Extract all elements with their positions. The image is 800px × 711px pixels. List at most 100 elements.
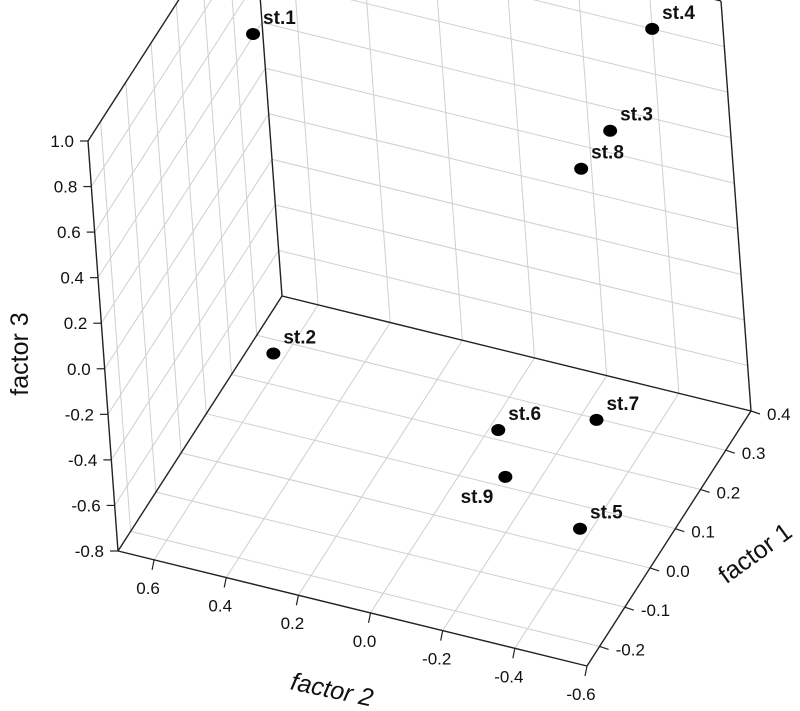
grid-line <box>366 0 391 323</box>
grid-line <box>265 67 735 184</box>
point-label: st.8 <box>591 143 624 164</box>
frame-edge <box>117 295 283 552</box>
frame-edge <box>586 410 752 667</box>
y-tick-label: 0.1 <box>691 523 715 542</box>
data-points: st.1 st.2 st.3 st.4 st.5 st.6 st.7 st.8 st.9 <box>246 3 695 535</box>
x-tick-label: 0.4 <box>208 597 232 616</box>
z-tick-label: -0.6 <box>71 496 100 515</box>
data-point-group: st.4 <box>645 3 695 35</box>
grid-line <box>206 413 676 530</box>
grid-line <box>507 0 536 358</box>
point-label: st.6 <box>508 404 541 425</box>
point-label: st.4 <box>662 3 695 24</box>
frame-edge <box>281 295 752 412</box>
frame-edge <box>117 550 588 667</box>
axis-ticks: 1.0 0.8 0.6 0.4 0.2 0.0 -0.2 -0.4 -0.6 -0.8 0.6 0.4… <box>50 132 790 704</box>
x-tick-mark <box>584 665 588 677</box>
data-point-group: st.5 <box>573 503 623 535</box>
grid-line <box>107 159 273 415</box>
x-axis-label: factor 2 <box>288 668 375 711</box>
grid-line <box>90 0 212 187</box>
point-label: st.1 <box>263 8 296 29</box>
grid-line <box>231 0 258 336</box>
x-tick-mark <box>440 630 444 641</box>
x-tick-mark <box>151 559 155 570</box>
data-point-group: st.8 <box>574 143 624 175</box>
y-tick-mark <box>750 410 761 415</box>
grid-line <box>278 249 748 366</box>
grid-line <box>175 3 207 414</box>
frame-edge <box>713 0 722 2</box>
grid-line <box>97 22 263 278</box>
y-tick-label: -0.2 <box>616 640 645 659</box>
x-tick-label: -0.2 <box>422 650 451 669</box>
grid-line <box>225 322 391 578</box>
x-tick-mark <box>295 595 299 606</box>
grid-line <box>100 121 132 532</box>
grid-line <box>271 158 742 275</box>
grid-line <box>714 0 722 2</box>
grid-line <box>153 304 319 561</box>
grid-line <box>275 204 745 321</box>
y-tick-mark <box>675 528 685 533</box>
y-tick-label: 0.3 <box>742 444 766 463</box>
point-label: st.3 <box>620 105 653 126</box>
y-tick-label: 0.2 <box>717 483 741 502</box>
grid-line <box>442 375 608 631</box>
data-point-group: st.6 <box>491 404 541 437</box>
grid-line <box>150 42 182 453</box>
data-point-group: st.2 <box>266 328 316 360</box>
grid-line <box>94 0 245 233</box>
grid-line <box>110 204 276 461</box>
grid-line <box>349 0 728 93</box>
point-label: st.7 <box>606 394 639 415</box>
data-point <box>589 413 604 426</box>
frame-edge <box>87 140 119 552</box>
y-tick-label: 0.4 <box>767 405 791 424</box>
z-tick-label: 0.6 <box>57 223 81 242</box>
data-point <box>266 347 281 360</box>
data-point-group: st.3 <box>603 105 653 137</box>
data-point-group: st.7 <box>589 394 639 426</box>
y-tick-mark <box>624 606 635 611</box>
y-axis-label: factor 1 <box>713 518 797 590</box>
grid-line <box>104 113 270 370</box>
x-tick-mark <box>367 612 372 624</box>
y-tick-label: 0.0 <box>666 562 690 581</box>
z-tick-label: -0.8 <box>75 542 104 561</box>
x-tick-mark <box>512 648 516 659</box>
y-tick-mark <box>700 488 710 494</box>
grid-line <box>256 334 726 451</box>
grid-line <box>125 82 157 493</box>
data-point <box>498 470 513 483</box>
z-tick-label: -0.4 <box>68 451 97 470</box>
grid-line <box>203 0 233 375</box>
grid-line <box>180 452 651 569</box>
z-tick-label: 0.8 <box>54 178 78 197</box>
frame-edge <box>259 0 283 297</box>
z-tick-label: 1.0 <box>50 132 74 151</box>
grid-line <box>100 67 266 324</box>
grid-line <box>297 339 463 596</box>
grid-line <box>114 250 280 506</box>
y-tick-label: -0.1 <box>641 601 670 620</box>
data-point <box>246 28 261 41</box>
data-point <box>573 522 588 535</box>
y-tick-mark <box>725 449 735 454</box>
grid-line <box>370 357 535 614</box>
grid-line <box>436 0 463 341</box>
data-point <box>645 22 660 35</box>
z-axis-label: factor 3 <box>6 312 34 395</box>
x-tick-label: 0.2 <box>281 614 305 633</box>
grid-line <box>155 491 625 608</box>
frame-edge <box>87 0 180 142</box>
grid-line <box>87 0 180 142</box>
z-tick-label: 0.0 <box>67 360 91 379</box>
axis-frame <box>87 0 752 667</box>
data-point-group: st.9 <box>461 470 513 508</box>
x-tick-label: -0.4 <box>494 667 523 686</box>
grid-line <box>261 22 732 139</box>
x-tick-label: -0.6 <box>566 685 595 704</box>
data-point <box>491 424 506 437</box>
